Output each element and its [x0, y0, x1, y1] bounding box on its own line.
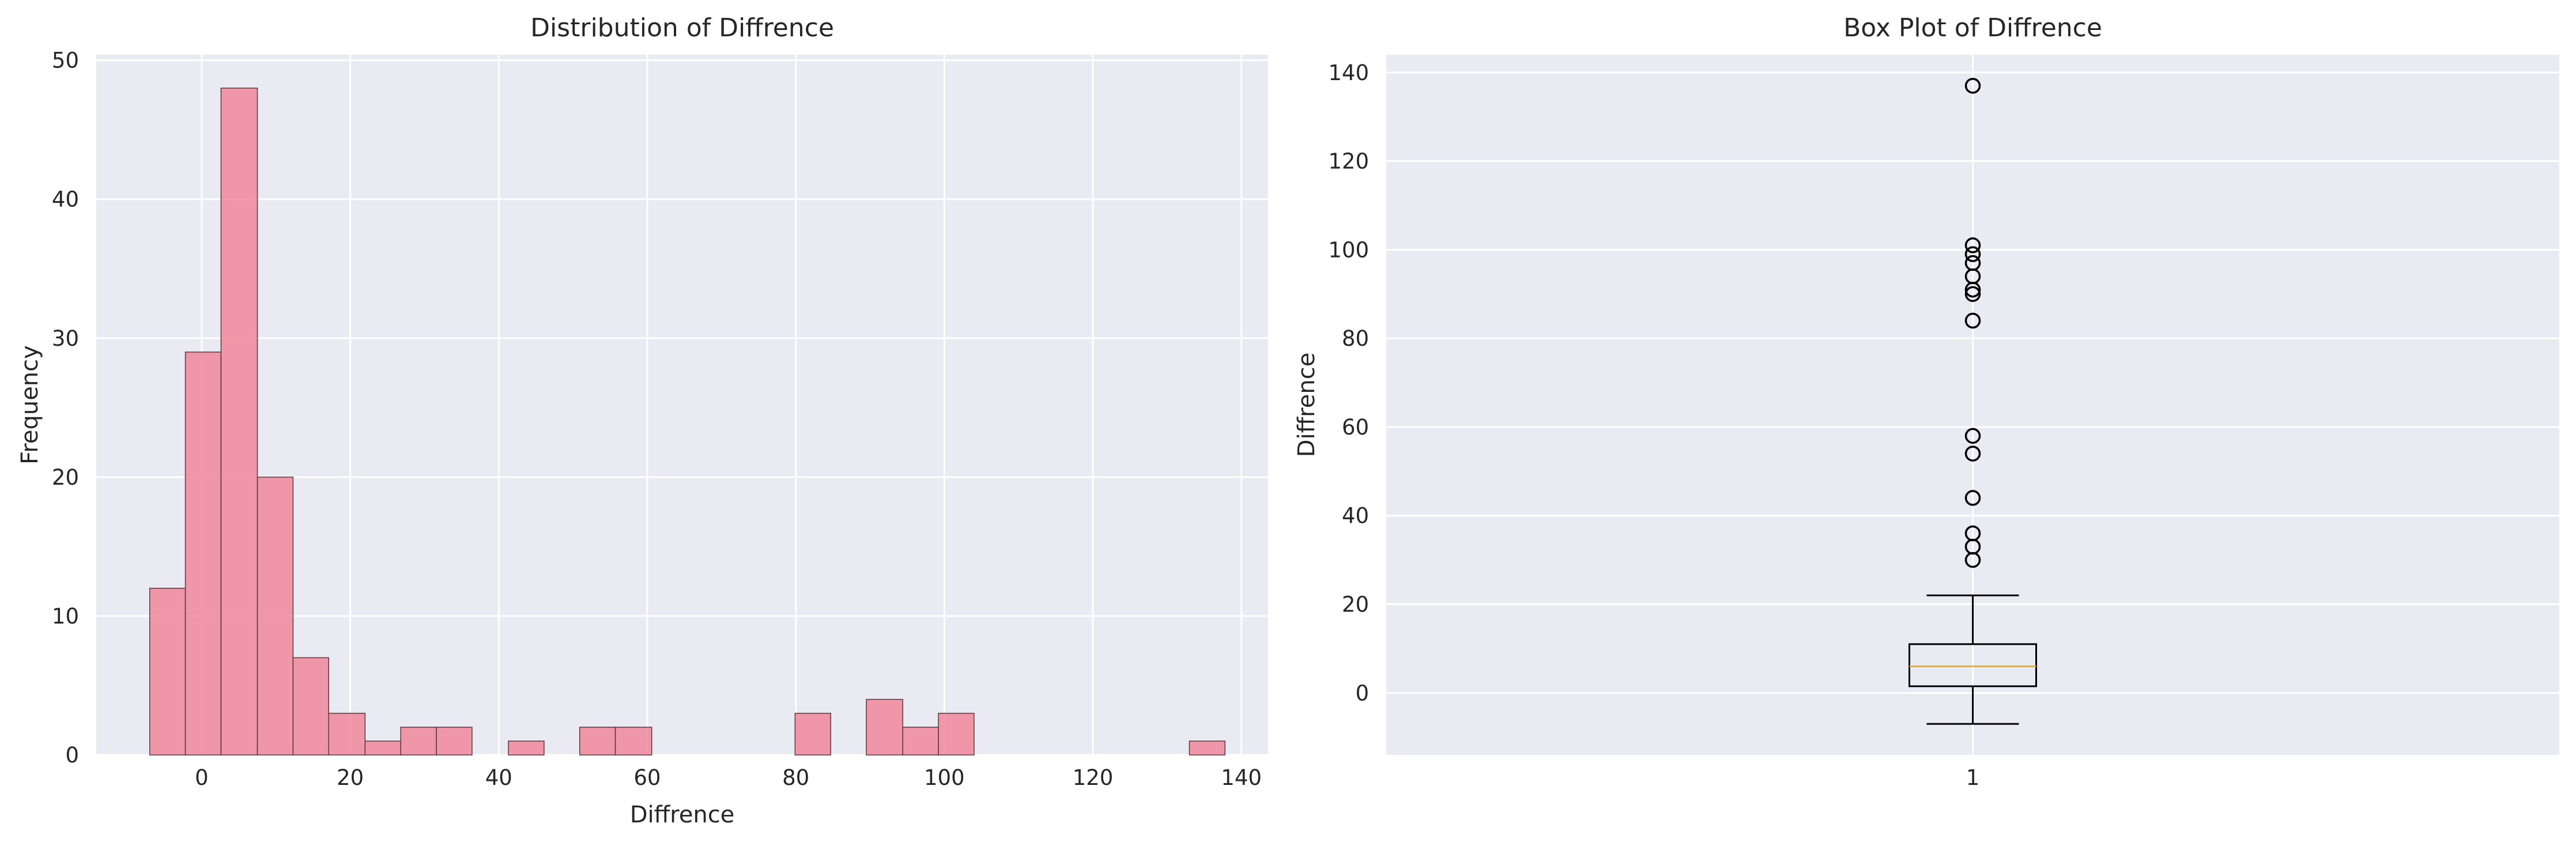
boxplot-y-tick-label: 60	[1342, 415, 1369, 440]
histogram-title: Distribution of Diffrence	[530, 13, 834, 43]
histogram-x-ticks: 0 20 40 60 80 100 120 140	[195, 765, 1262, 790]
boxplot-y-ticks: 0 20 40 60 80 100 120 140	[1328, 61, 1369, 706]
histogram-bar	[292, 657, 330, 756]
boxplot-y-tick-label: 20	[1342, 592, 1369, 617]
boxplot-outlier-point	[1964, 490, 1981, 506]
boxplot-x-ticks: 1	[1966, 765, 1980, 790]
boxplot-y-tick-label: 120	[1328, 149, 1369, 174]
boxplot-y-axis-label: Diffrence	[1293, 353, 1320, 458]
boxplot-outlier-point	[1964, 445, 1981, 462]
histogram-y-axis-label: Frequency	[17, 345, 43, 464]
boxplot-panel: 1 0 20 40 60 80 100 120 140 Box Plot of Diffren…	[1293, 13, 2559, 790]
histogram-bar	[400, 727, 437, 756]
histogram-x-tick-label: 0	[195, 765, 209, 790]
histogram-y-tick-label: 40	[52, 187, 79, 212]
boxplot-grid	[1386, 55, 2559, 755]
boxplot-y-tick-label: 40	[1342, 504, 1369, 528]
histogram-x-tick-label: 100	[924, 765, 965, 790]
boxplot-outlier-point	[1964, 286, 1981, 303]
boxplot-title: Box Plot of Diffrence	[1843, 13, 2102, 43]
boxplot-outlier-point	[1964, 255, 1981, 271]
histogram-y-tick-label: 50	[52, 48, 79, 73]
histogram-bar	[794, 712, 831, 756]
histogram-x-axis-label: Diffrence	[630, 802, 735, 828]
boxplot-outlier-point	[1964, 312, 1981, 329]
histogram-y-tick-label: 0	[65, 743, 79, 768]
histogram-bar	[508, 741, 545, 756]
boxplot-y-tick-label: 80	[1342, 326, 1369, 351]
histogram-bar	[184, 352, 222, 756]
histogram-x-tick-label: 80	[782, 765, 809, 790]
histogram-bar	[902, 727, 939, 756]
histogram-x-tick-label: 120	[1073, 765, 1114, 790]
histogram-bar	[1189, 741, 1226, 756]
boxplot-box	[1909, 643, 2037, 688]
histogram-bar	[149, 587, 186, 756]
boxplot-outlier-point	[1964, 237, 1981, 254]
histogram-x-tick-label: 140	[1221, 765, 1262, 790]
histogram-bar	[614, 727, 653, 756]
boxplot-y-tick-label: 0	[1355, 681, 1369, 705]
histogram-bar	[220, 88, 258, 756]
histogram-y-tick-label: 20	[52, 465, 79, 490]
histogram-y-ticks: 0 10 20 30 40 50	[52, 48, 79, 768]
boxplot-outlier-point	[1964, 78, 1981, 94]
histogram-y-tick-label: 30	[52, 326, 79, 351]
boxplot-outlier-point	[1964, 246, 1981, 262]
histogram-bar	[938, 712, 975, 756]
histogram-bar	[257, 477, 294, 756]
histogram-bars	[149, 88, 1226, 756]
histogram-bar	[364, 741, 401, 756]
histogram-bar	[436, 727, 473, 756]
histogram-bar	[328, 712, 366, 756]
boxplot-outlier-point	[1964, 525, 1981, 542]
histogram-bar	[866, 698, 903, 756]
histogram-x-tick-label: 60	[633, 765, 661, 790]
boxplot-marks	[1909, 78, 2037, 725]
boxplot-y-tick-label: 100	[1328, 237, 1369, 262]
boxplot-y-tick-label: 140	[1328, 61, 1369, 85]
boxplot-x-tick-label: 1	[1966, 765, 1980, 790]
histogram-panel: 0 20 40 60 80 100 120 140 0 10 20 30 40 50 Distribut…	[17, 13, 1268, 828]
histogram-y-tick-label: 10	[52, 604, 79, 629]
histogram-x-tick-label: 20	[337, 765, 364, 790]
histogram-bar	[579, 727, 616, 756]
histogram-x-tick-label: 40	[485, 765, 512, 790]
boxplot-outlier-point	[1964, 428, 1981, 444]
